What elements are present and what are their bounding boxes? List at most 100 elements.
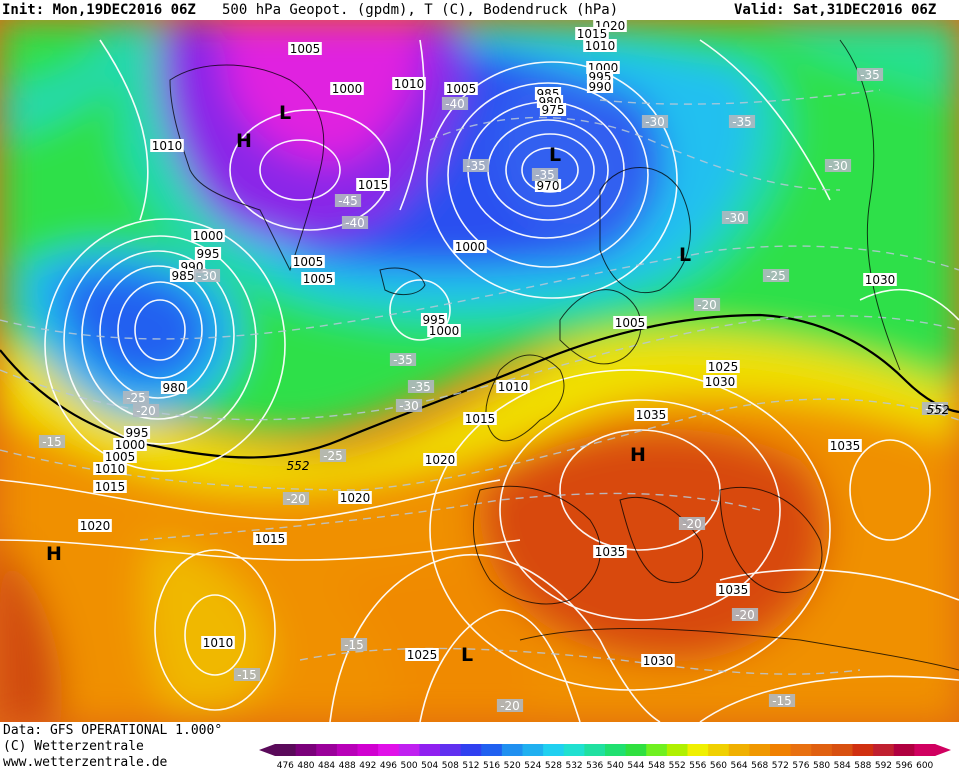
temperature-label-text: -15	[42, 435, 62, 449]
scale-arrow-left	[259, 744, 275, 756]
temperature-label: -35	[531, 168, 559, 182]
pressure-label: 1000	[330, 82, 364, 96]
pressure-label-text: 1015	[358, 178, 389, 192]
pressure-label-text: 1010	[203, 636, 234, 650]
temperature-label: -15	[38, 435, 66, 449]
data-source-text: Data: GFS OPERATIONAL 1.000°	[3, 723, 223, 738]
pressure-label: 1005	[103, 450, 137, 464]
scale-label: 512	[462, 761, 479, 770]
temperature-label-text: -45	[338, 194, 358, 208]
pressure-label-text: 1005	[446, 82, 477, 96]
pressure-label-text: 1030	[865, 273, 896, 287]
pressure-label: 1025	[405, 648, 439, 662]
temperature-label-text: -25	[766, 269, 786, 283]
pressure-label-text: 980	[163, 381, 186, 395]
temperature-label-text: -35	[466, 159, 486, 173]
scale-label: 504	[421, 761, 438, 770]
scale-swatch	[440, 744, 462, 756]
scale-swatch	[501, 744, 523, 756]
temperature-label: -30	[395, 399, 423, 413]
pressure-label-text: 1010	[498, 380, 529, 394]
pressure-label-text: 1030	[705, 375, 736, 389]
scale-swatch	[893, 744, 915, 756]
pressure-label: 1005	[288, 42, 322, 56]
isotherms	[0, 89, 959, 675]
map-header: Init: Mon,19DEC2016 06Z 500 hPa Geopot. …	[0, 0, 959, 20]
scale-arrow-right	[935, 744, 951, 756]
scale-swatch	[625, 744, 647, 756]
pressure-label-text: 1000	[455, 240, 486, 254]
pressure-label-text: 1020	[425, 453, 456, 467]
temperature-label: -15	[768, 694, 796, 708]
scale-swatch	[666, 744, 688, 756]
temperature-label: -20	[132, 404, 160, 418]
pressure-label: 995	[123, 426, 151, 440]
pressure-label-text: 1005	[105, 450, 136, 464]
pressure-label: 1030	[641, 654, 675, 668]
scale-swatch	[811, 744, 833, 756]
pressure-label: 1010	[583, 39, 617, 53]
pressure-label: 1015	[253, 532, 287, 546]
low-pressure-marker: L	[461, 644, 473, 666]
scale-label: 516	[483, 761, 500, 770]
scale-label: 600	[916, 761, 933, 770]
pressure-label: 980	[160, 381, 188, 395]
pressure-label: 1010	[392, 77, 426, 91]
scale-swatch	[790, 744, 812, 756]
scale-label: 520	[504, 761, 521, 770]
temperature-label-text: -40	[445, 97, 465, 111]
temperature-label: -20	[678, 517, 706, 531]
scale-label: 480	[297, 761, 314, 770]
valid-time: Valid: Sat,31DEC2016 06Z	[734, 2, 937, 18]
pressure-label: 1035	[716, 583, 750, 597]
pressure-label-text: 1000	[193, 229, 224, 243]
scale-label: 592	[875, 761, 892, 770]
scale-swatch	[398, 744, 420, 756]
height-contour-552	[0, 313, 959, 459]
scale-label: 500	[400, 761, 417, 770]
pressure-label: 1010	[201, 636, 235, 650]
pressure-label-text: 995	[197, 247, 220, 261]
temperature-label: -40	[341, 216, 369, 230]
pressure-label-text: 1035	[595, 545, 626, 559]
scale-swatch	[914, 744, 936, 756]
scale-label: 584	[834, 761, 851, 770]
pressure-label: 1035	[828, 439, 862, 453]
high-pressure-marker: H	[236, 130, 252, 152]
pressure-label-text: 1000	[332, 82, 363, 96]
low-pressure-marker: L	[279, 102, 291, 124]
scale-swatch	[605, 744, 627, 756]
pressure-label-text: 1020	[80, 519, 111, 533]
color-scale-legend: 476 480 484 488 492 496 500 504 508 512 516 520 524 5…	[259, 744, 951, 770]
pressure-label: 1015	[356, 178, 390, 192]
temperature-label: -30	[641, 115, 669, 129]
scale-swatch	[646, 744, 668, 756]
high-pressure-marker: H	[46, 543, 62, 565]
height-field	[0, 20, 959, 722]
temperature-label-text: -30	[828, 159, 848, 173]
height-label: 552	[927, 403, 950, 417]
temperature-label-text: -30	[197, 269, 217, 283]
pressure-label: 995	[194, 247, 222, 261]
init-time: Init: Mon,19DEC2016 06Z	[2, 2, 196, 18]
scale-label: 484	[318, 761, 335, 770]
scale-swatch	[873, 744, 895, 756]
scale-label: 532	[565, 761, 582, 770]
temperature-label-text: -35	[860, 68, 880, 82]
temperature-label: -40	[441, 97, 469, 111]
website-link[interactable]: www.wetterzentrale.de	[3, 755, 168, 770]
scale-label: 536	[586, 761, 603, 770]
pressure-label: 1000	[453, 240, 487, 254]
pressure-centers: H L L L H H L	[46, 102, 691, 666]
scale-swatch	[770, 744, 792, 756]
temperature-label-text: -35	[411, 380, 431, 394]
temperature-label: -25	[122, 391, 150, 405]
temperature-label-text: -35	[535, 168, 555, 182]
scale-swatch	[584, 744, 606, 756]
scale-label: 572	[772, 761, 789, 770]
pressure-label-text: 1015	[95, 480, 126, 494]
temperature-label: -25	[762, 269, 790, 283]
pressure-label-text: 1005	[303, 272, 334, 286]
temperature-label-text: -25	[323, 449, 343, 463]
scale-swatch	[852, 744, 874, 756]
